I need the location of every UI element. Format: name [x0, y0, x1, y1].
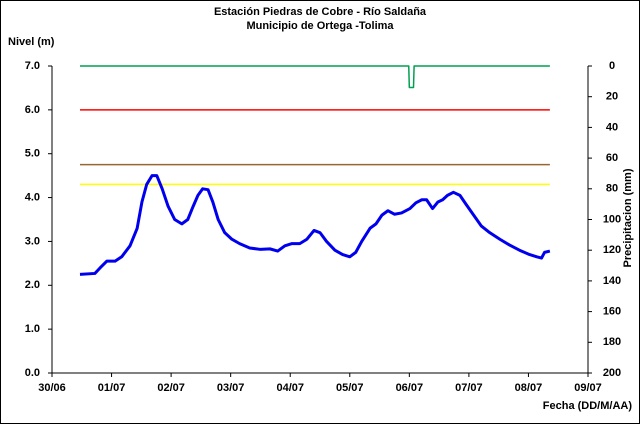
chart-title: Estación Piedras de Cobre - Río Saldaña	[214, 6, 427, 18]
y2-tick-label: 160	[603, 306, 621, 318]
y2-tick-label: 0	[609, 60, 615, 72]
x-tick-label: 01/07	[98, 382, 126, 394]
x-tick-label: 09/07	[574, 382, 602, 394]
data-line	[79, 174, 551, 276]
y-tick-label: 5.0	[25, 148, 40, 160]
y2-tick-label: 140	[603, 275, 621, 287]
y-tick-label: 2.0	[25, 279, 40, 291]
y-tick-label: 7.0	[25, 60, 40, 72]
y-tick-label: 6.0	[25, 104, 40, 116]
x-tick-label: 03/07	[217, 382, 245, 394]
y-tick-label: 3.0	[25, 235, 40, 247]
y2-tick-label: 200	[603, 367, 621, 379]
y2-tick-label: 100	[603, 213, 621, 225]
x-tick-label: 05/07	[336, 382, 364, 394]
data-line	[79, 65, 550, 89]
x-tick-label: 08/07	[515, 382, 543, 394]
y2-tick-label: 180	[603, 336, 621, 348]
chart-subtitle: Municipio de Ortega -Tolima	[246, 20, 394, 32]
y-tick-label: 4.0	[25, 191, 40, 203]
x-tick-label: 30/06	[38, 382, 66, 394]
y2-tick-label: 60	[606, 152, 618, 164]
y-axis-label: Nivel (m)	[8, 36, 55, 48]
x-tick-label: 04/07	[276, 382, 304, 394]
x-tick-label: 06/07	[396, 382, 424, 394]
y2-axis-label: Precipitacion (mm)	[622, 168, 634, 267]
x-tick-label: 07/07	[455, 382, 483, 394]
y2-tick-label: 120	[603, 244, 621, 256]
y-tick-label: 1.0	[25, 323, 40, 335]
y2-tick-label: 80	[606, 183, 618, 195]
y-tick-label: 0.0	[25, 367, 40, 379]
y2-tick-label: 20	[606, 91, 618, 103]
x-axis-label: Fecha (DD/M/AA)	[543, 400, 633, 412]
x-tick-label: 02/07	[157, 382, 185, 394]
y2-tick-label: 40	[606, 121, 618, 133]
